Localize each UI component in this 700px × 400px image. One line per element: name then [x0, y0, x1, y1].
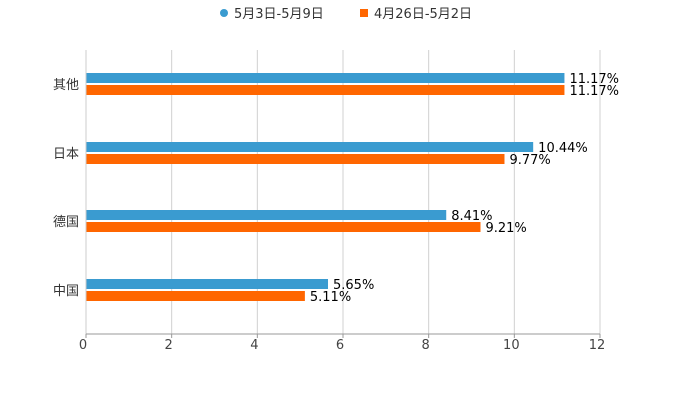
- x-tick-label: 12: [589, 338, 606, 353]
- bar: [86, 291, 305, 301]
- data-label: 5.11%: [310, 290, 351, 305]
- x-tick-label: 0: [79, 338, 87, 353]
- category-label: 德国: [53, 215, 79, 230]
- bar: [86, 154, 505, 164]
- bars: [86, 73, 565, 301]
- category-label: 其他: [53, 78, 79, 93]
- x-tick-label: 2: [165, 338, 173, 353]
- category-label: 日本: [53, 147, 79, 162]
- legend-marker: [220, 9, 228, 17]
- data-label: 9.77%: [509, 153, 550, 168]
- x-tick-label: 8: [422, 338, 430, 353]
- data-label: 11.17%: [569, 72, 619, 87]
- bar: [86, 73, 565, 83]
- x-tick-label: 10: [503, 338, 520, 353]
- bar: [86, 222, 481, 232]
- axes: [85, 50, 601, 338]
- category-label: 中国: [53, 284, 79, 299]
- x-tick-label: 6: [336, 338, 344, 353]
- data-label: 10.44%: [538, 141, 588, 156]
- legend: 5月3日-5月9日 4月26日-5月2日: [220, 7, 472, 22]
- data-label: 9.21%: [485, 221, 526, 236]
- legend-label: 4月26日-5月2日: [374, 7, 472, 22]
- bar: [86, 279, 329, 289]
- x-tick-label: 4: [250, 338, 258, 353]
- bar: [86, 210, 447, 220]
- legend-marker: [360, 9, 368, 17]
- legend-label: 5月3日-5月9日: [234, 7, 324, 22]
- data-label: 5.65%: [333, 278, 374, 293]
- data-label: 8.41%: [451, 209, 492, 224]
- data-label: 11.17%: [569, 84, 619, 99]
- bar: [86, 85, 565, 95]
- bar: [86, 142, 534, 152]
